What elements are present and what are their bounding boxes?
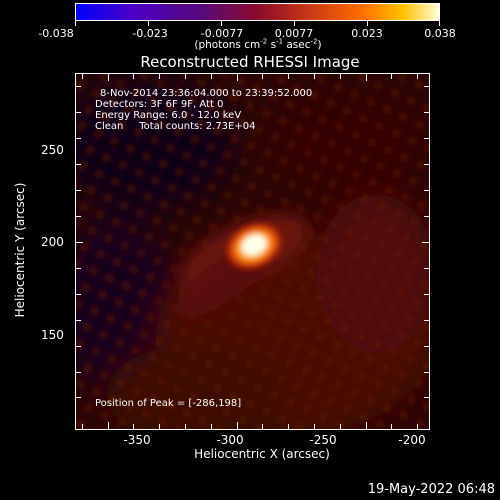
rhessi-image: 8-Nov-2014 23:36:04.000 to 23:39:52.000 … (75, 73, 430, 430)
x-tick-label: -250 (309, 433, 337, 447)
y-axis-label: Heliocentric Y (arcsec) (13, 182, 27, 318)
colorbar-tick-label: 0.023 (351, 27, 383, 40)
energy-range-text: Energy Range: 6.0 - 12.0 keV (95, 110, 242, 121)
clean-counts-text: Clean Total counts: 2.73E+04 (95, 121, 256, 132)
peak-position-text: Position of Peak = [-286,198] (95, 398, 242, 409)
x-tick-label: -300 (216, 433, 244, 447)
colorbar-units: (photons cm-2 s-1 asec-2) (194, 37, 322, 51)
x-axis-label: Heliocentric X (arcsec) (194, 447, 330, 461)
timestamp: 19-May-2022 06:48 (367, 482, 495, 497)
colorbar-tick-label: 0.038 (424, 27, 456, 40)
x-tick-label: -350 (123, 433, 151, 447)
x-tick-label: -200 (398, 433, 426, 447)
y-tick-label: 250 (41, 143, 64, 157)
y-tick-label: 200 (41, 235, 64, 249)
y-tick-label: 150 (41, 328, 64, 342)
colorbar-tick-label: 0.0077 (274, 27, 314, 40)
image-canvas (76, 74, 429, 429)
colorbar-tick-label: -0.0077 (200, 27, 244, 40)
colorbar (75, 3, 440, 21)
colorbar-tick-label: -0.038 (38, 27, 74, 40)
colorbar-tick-label: -0.023 (132, 27, 168, 40)
detectors-text: Detectors: 3F 6F 9F, Att 0 (95, 99, 224, 110)
plot-title: Reconstructed RHESSI Image (140, 53, 360, 71)
time-range-text: 8-Nov-2014 23:36:04.000 to 23:39:52.000 (100, 88, 313, 99)
